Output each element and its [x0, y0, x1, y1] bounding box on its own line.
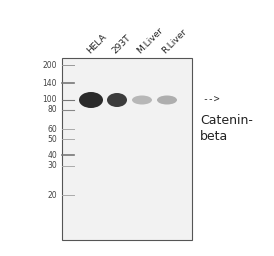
- Text: HELA: HELA: [86, 32, 109, 55]
- Text: 20: 20: [47, 190, 57, 199]
- Text: M.Liver: M.Liver: [136, 25, 165, 55]
- Ellipse shape: [132, 95, 152, 104]
- Text: 140: 140: [42, 79, 57, 88]
- Text: beta: beta: [200, 131, 228, 144]
- Text: 100: 100: [42, 95, 57, 104]
- Text: 40: 40: [47, 151, 57, 159]
- Text: 30: 30: [47, 162, 57, 170]
- Ellipse shape: [157, 95, 177, 104]
- Ellipse shape: [107, 93, 127, 107]
- Text: 293T: 293T: [111, 33, 133, 55]
- Ellipse shape: [79, 92, 103, 108]
- Text: -->: -->: [202, 95, 220, 105]
- Text: Catenin-: Catenin-: [200, 113, 253, 126]
- Text: 60: 60: [47, 124, 57, 133]
- Text: 80: 80: [47, 105, 57, 114]
- Text: 50: 50: [47, 134, 57, 144]
- Text: 200: 200: [42, 60, 57, 69]
- Text: R.Liver: R.Liver: [161, 27, 189, 55]
- Bar: [62, 58, 192, 240]
